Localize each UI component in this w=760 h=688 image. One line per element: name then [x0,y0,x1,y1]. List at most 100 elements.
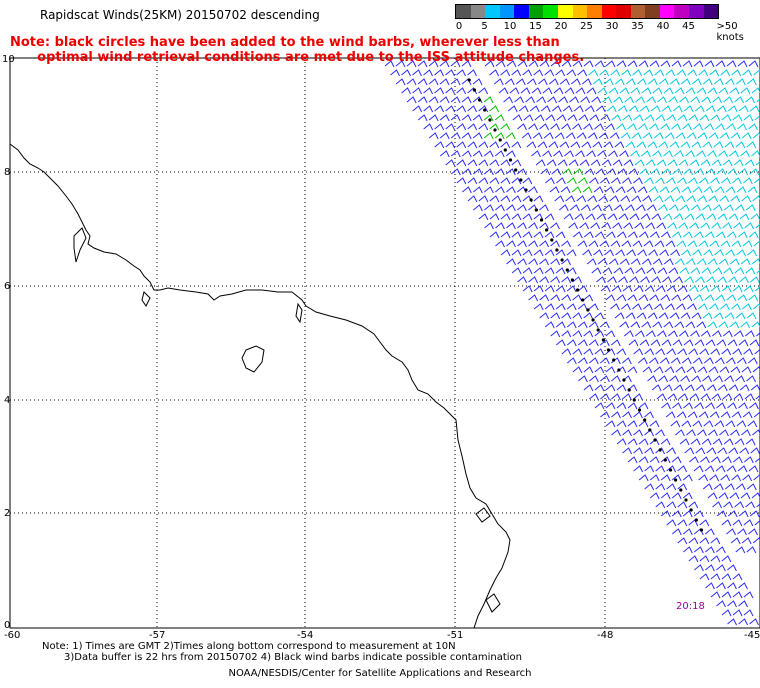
wind-barb [577,303,588,311]
wind-barb [741,537,752,545]
wind-barb [428,132,439,140]
wind-barb [595,105,606,113]
wind-barb [753,474,760,481]
wind-barb [723,96,734,104]
wind-barb [749,402,759,410]
wind-barb [606,168,617,176]
wind-barb [639,168,650,176]
wind-barb [517,240,527,248]
wind-barb [412,87,423,95]
plot-frame [9,57,760,629]
wind-barb [756,332,760,337]
wind-barb [627,366,638,374]
wind-barb [562,168,573,176]
wind-barb [674,150,684,158]
wind-barb [731,411,742,419]
wind-barb [643,69,654,77]
wind-barb [638,231,649,239]
wind-barb [748,60,759,68]
wind-barb [716,105,727,113]
contamination-dot [668,468,673,472]
wind-barb [472,96,483,104]
wind-barb [722,222,733,230]
wind-barb [646,204,657,212]
wind-barb [605,330,616,338]
wind-barb [428,96,439,104]
wind-barb [528,60,539,68]
wind-barb [684,276,694,284]
wind-barb [505,150,516,158]
wind-barb [740,321,751,329]
wind-barb [707,492,718,500]
wind-barb [621,303,631,311]
wind-barb [683,546,693,554]
wind-barb [533,69,544,77]
wind-barb [727,402,737,410]
wind-barb [660,474,671,482]
wind-barb [633,411,643,419]
wind-barb [664,195,675,203]
wind-barb [659,249,669,257]
wind-barb [671,231,682,239]
wind-barb [756,269,760,274]
y-tick-label: 4 [4,395,10,406]
wind-barb [642,132,653,140]
wind-barb [572,312,583,320]
wind-barb [495,222,505,230]
wind-barb [569,204,580,212]
wind-barb [456,87,467,95]
wind-barb [644,285,655,293]
wind-barb [720,303,730,311]
wind-barb [423,87,434,95]
wind-barb [634,222,645,230]
wind-barb [514,96,525,104]
wind-barb [532,132,543,140]
wind-barb [714,186,725,194]
wind-barb [500,249,511,257]
wind-barb [746,546,757,554]
wind-barb [753,303,760,310]
wind-barb [445,159,456,167]
wind-barb [588,69,599,77]
contamination-dot [637,408,642,412]
wind-barb [681,420,692,428]
wind-barb [550,123,560,131]
wind-barb [506,258,516,266]
wind-barb [743,285,754,293]
wind-barb [748,528,758,536]
wind-barb [646,267,657,275]
x-tick-label: -57 [149,630,165,641]
wind-barb [635,204,646,212]
wind-barb [703,249,713,257]
wind-barb [602,96,613,104]
wind-barb [614,78,625,86]
wind-barb [434,141,445,149]
wind-barb [511,177,522,185]
wind-barb [687,69,698,77]
wind-barb [539,240,549,248]
contamination-dot [539,218,544,222]
legend-swatch [587,5,602,18]
wind-barb [484,186,494,194]
wind-barb [603,78,614,86]
wind-barb [669,312,680,320]
wind-barb [642,366,653,374]
wind-barb [666,114,677,122]
wind-barb [693,294,704,302]
wind-barb [655,429,665,437]
legend-swatch [572,5,588,18]
wind-barb [559,141,570,149]
wind-barb [565,132,576,140]
wind-barb [661,168,672,176]
wind-barb [450,114,461,122]
wind-barb [604,249,614,257]
wind-barb [688,285,699,293]
wind-barb [602,204,613,212]
wind-barb [750,213,760,221]
wind-barb [478,177,489,185]
wind-barb [677,537,688,545]
wind-barb [594,402,605,410]
wind-barb [553,87,564,95]
wind-barb [594,366,605,374]
y-tick-label: 2 [4,508,10,519]
